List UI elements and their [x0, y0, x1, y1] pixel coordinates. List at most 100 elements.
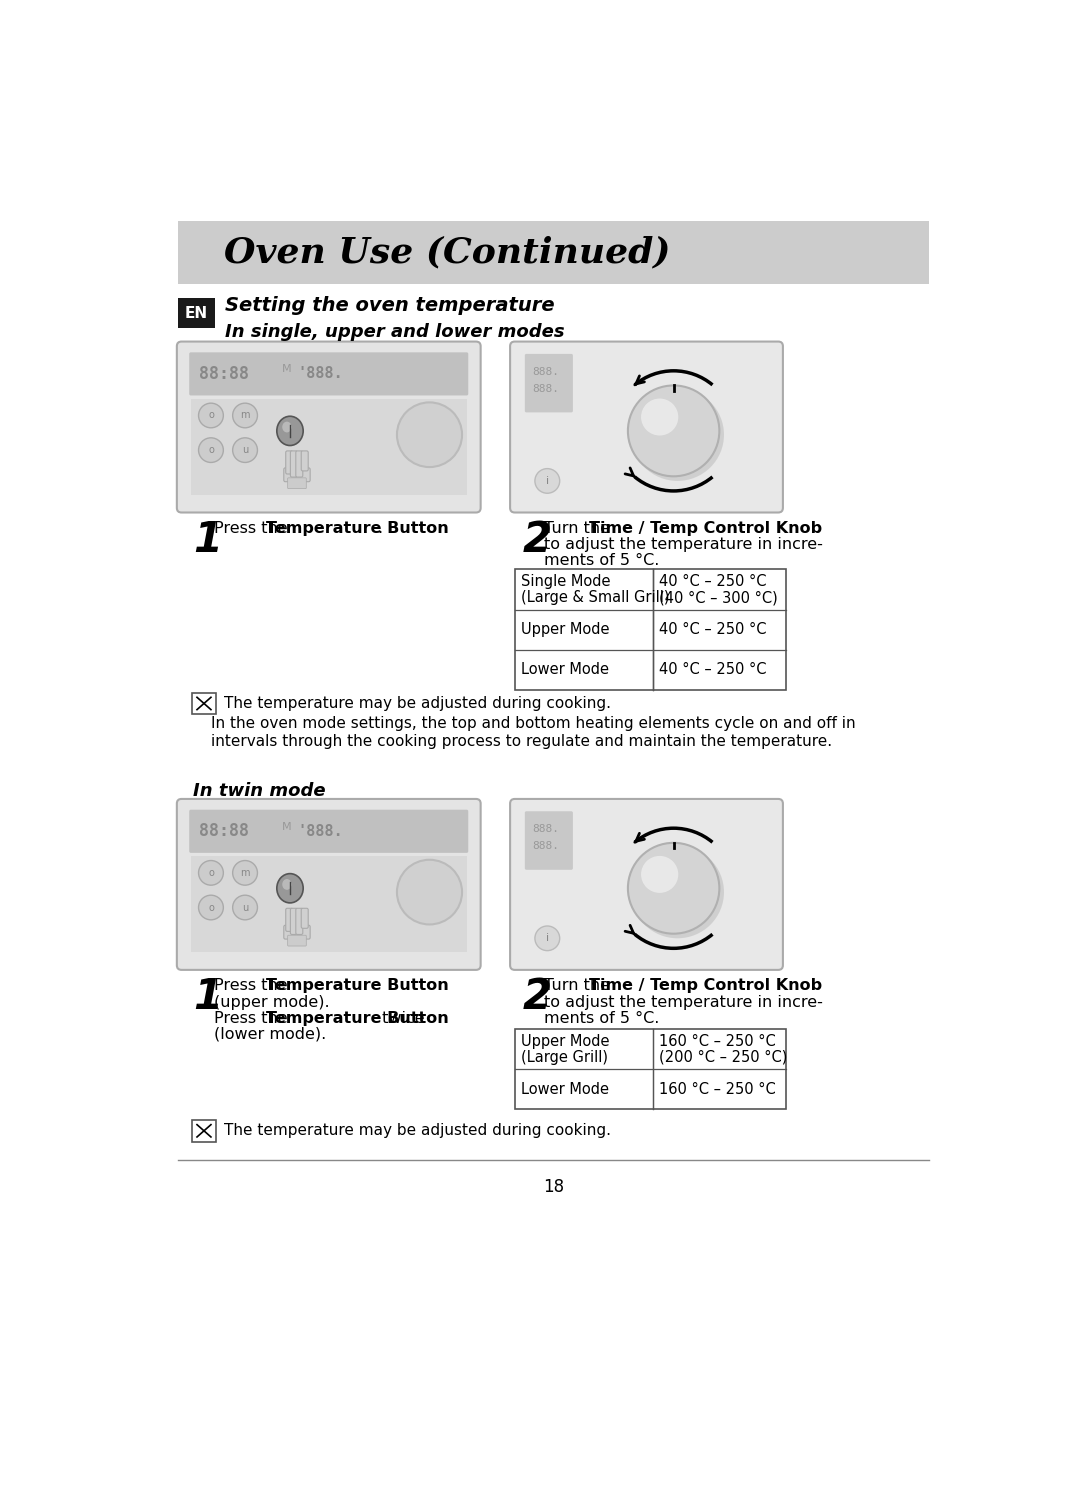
Text: '888.: '888. [298, 367, 343, 382]
Text: i: i [545, 476, 549, 486]
FancyBboxPatch shape [515, 1030, 786, 1109]
Ellipse shape [642, 398, 678, 435]
Text: M: M [282, 822, 292, 832]
Circle shape [199, 438, 224, 462]
Text: (Large Grill): (Large Grill) [521, 1049, 608, 1064]
Text: 888.: 888. [532, 841, 559, 851]
Ellipse shape [627, 843, 719, 933]
Text: o: o [208, 446, 214, 455]
FancyBboxPatch shape [177, 799, 481, 970]
Text: to adjust the temperature in incre-: to adjust the temperature in incre- [544, 994, 823, 1009]
Text: The temperature may be adjusted during cooking.: The temperature may be adjusted during c… [225, 695, 611, 710]
Circle shape [199, 860, 224, 886]
Text: 1: 1 [193, 976, 222, 1018]
FancyBboxPatch shape [189, 352, 469, 395]
Circle shape [397, 860, 462, 924]
Ellipse shape [282, 880, 292, 890]
Text: Press the: Press the [214, 1010, 293, 1025]
Text: ments of 5 °C.: ments of 5 °C. [544, 553, 660, 568]
Text: '888.: '888. [298, 823, 343, 838]
FancyBboxPatch shape [191, 1120, 216, 1141]
Text: 88:88: 88:88 [199, 366, 248, 383]
FancyBboxPatch shape [296, 908, 302, 935]
FancyBboxPatch shape [510, 799, 783, 970]
Circle shape [232, 895, 257, 920]
FancyBboxPatch shape [284, 468, 310, 481]
FancyBboxPatch shape [525, 811, 572, 869]
Text: Lower Mode: Lower Mode [521, 1082, 609, 1097]
Text: Upper Mode: Upper Mode [521, 1034, 609, 1049]
Ellipse shape [627, 385, 719, 477]
FancyBboxPatch shape [191, 856, 467, 953]
Text: 88:88: 88:88 [199, 822, 248, 840]
Text: Turn the: Turn the [544, 522, 616, 536]
FancyBboxPatch shape [286, 450, 293, 474]
Text: 160 °C – 250 °C: 160 °C – 250 °C [659, 1034, 775, 1049]
Text: (lower mode).: (lower mode). [214, 1027, 326, 1042]
Ellipse shape [276, 416, 303, 446]
FancyBboxPatch shape [287, 478, 307, 489]
Text: Temperature Button: Temperature Button [266, 522, 448, 536]
Text: 1: 1 [193, 519, 222, 560]
FancyBboxPatch shape [525, 354, 572, 413]
Circle shape [199, 895, 224, 920]
Circle shape [232, 403, 257, 428]
Text: (40 °C – 300 °C): (40 °C – 300 °C) [659, 590, 778, 605]
Text: 888.: 888. [532, 823, 559, 834]
FancyBboxPatch shape [291, 908, 297, 935]
Ellipse shape [282, 422, 292, 432]
Text: 40 °C – 250 °C: 40 °C – 250 °C [659, 574, 767, 588]
Text: Turn the: Turn the [544, 978, 616, 993]
Ellipse shape [631, 846, 724, 938]
Text: (Large & Small Grill): (Large & Small Grill) [521, 590, 670, 605]
FancyBboxPatch shape [301, 908, 308, 929]
Text: 40 °C – 250 °C: 40 °C – 250 °C [659, 623, 767, 637]
FancyBboxPatch shape [291, 450, 297, 477]
Text: o: o [208, 902, 214, 912]
Text: In single, upper and lower modes: In single, upper and lower modes [225, 324, 565, 342]
Text: 160 °C – 250 °C: 160 °C – 250 °C [659, 1082, 775, 1097]
FancyBboxPatch shape [191, 398, 467, 495]
Circle shape [535, 468, 559, 493]
Text: Upper Mode: Upper Mode [521, 623, 609, 637]
Circle shape [397, 403, 462, 467]
FancyBboxPatch shape [296, 450, 302, 477]
FancyBboxPatch shape [177, 342, 481, 513]
Text: (200 °C – 250 °C): (200 °C – 250 °C) [659, 1049, 787, 1064]
Text: o: o [208, 868, 214, 878]
FancyBboxPatch shape [286, 908, 293, 932]
Text: twice: twice [377, 1010, 424, 1025]
Text: Oven Use (Continued): Oven Use (Continued) [225, 235, 671, 269]
Text: The temperature may be adjusted during cooking.: The temperature may be adjusted during c… [225, 1123, 611, 1138]
Circle shape [535, 926, 559, 951]
Text: to adjust the temperature in incre-: to adjust the temperature in incre- [544, 536, 823, 553]
FancyBboxPatch shape [189, 810, 469, 853]
FancyBboxPatch shape [177, 297, 215, 328]
Text: i: i [545, 933, 549, 944]
Text: o: o [208, 410, 214, 421]
Text: m: m [241, 410, 249, 421]
Text: u: u [242, 902, 248, 912]
Ellipse shape [631, 388, 724, 481]
Text: 2: 2 [523, 976, 552, 1018]
Text: In twin mode: In twin mode [193, 782, 326, 799]
FancyBboxPatch shape [191, 692, 216, 715]
Text: 18: 18 [543, 1178, 564, 1196]
Text: Lower Mode: Lower Mode [521, 663, 609, 678]
Text: Setting the oven temperature: Setting the oven temperature [225, 296, 554, 315]
Text: Time / Temp Control Knob: Time / Temp Control Knob [590, 522, 822, 536]
Text: (upper mode).: (upper mode). [214, 994, 329, 1009]
Text: 2: 2 [523, 519, 552, 560]
Text: Time / Temp Control Knob: Time / Temp Control Knob [590, 978, 822, 993]
Circle shape [232, 860, 257, 886]
Text: M: M [282, 364, 292, 374]
FancyBboxPatch shape [510, 342, 783, 513]
Text: 888.: 888. [532, 383, 559, 394]
Ellipse shape [642, 856, 678, 893]
Text: intervals through the cooking process to regulate and maintain the temperature.: intervals through the cooking process to… [211, 734, 832, 749]
Circle shape [199, 403, 224, 428]
Text: m: m [241, 868, 249, 878]
Text: .: . [377, 522, 382, 536]
Text: Temperature Button: Temperature Button [266, 978, 448, 993]
FancyBboxPatch shape [287, 935, 307, 947]
